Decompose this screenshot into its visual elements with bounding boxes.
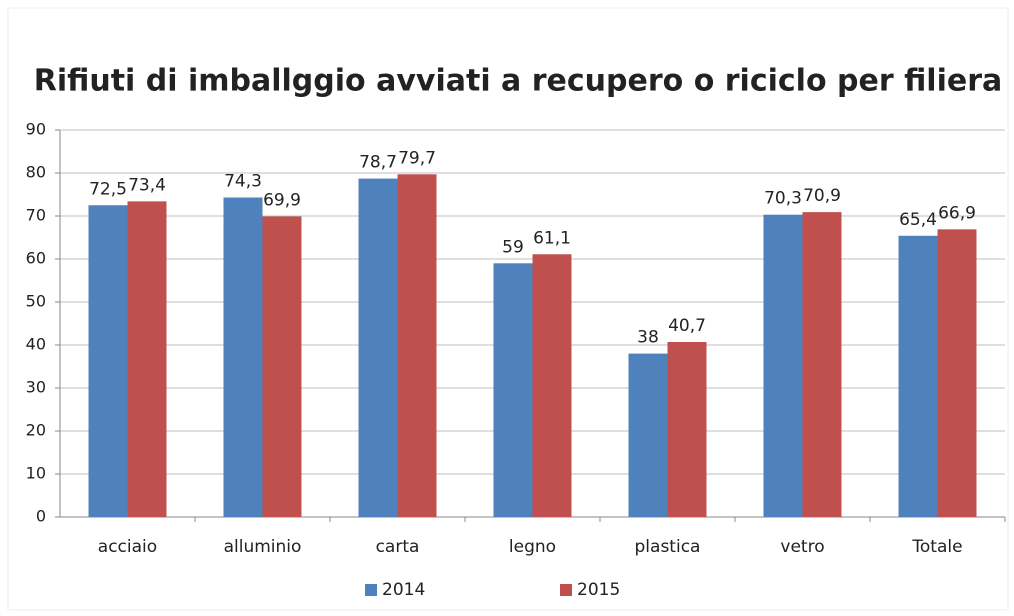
x-tick-label: carta	[376, 537, 420, 557]
data-label: 40,7	[668, 316, 706, 336]
bar	[802, 212, 842, 517]
data-label: 70,3	[764, 189, 802, 209]
bar	[763, 214, 803, 517]
y-tick-label: 90	[26, 120, 46, 139]
bar	[532, 254, 572, 517]
x-tick-label: acciaio	[98, 537, 157, 557]
data-label: 70,9	[803, 186, 841, 206]
y-tick-label: 70	[26, 206, 46, 225]
y-tick-label: 80	[26, 163, 46, 182]
data-label: 61,1	[533, 228, 571, 248]
data-label: 73,4	[128, 175, 166, 195]
x-tick-label: vetro	[780, 537, 824, 557]
y-tick-label: 50	[26, 292, 46, 311]
data-label: 78,7	[359, 153, 397, 173]
y-tick-label: 30	[26, 378, 46, 397]
bar	[127, 201, 167, 517]
bar	[898, 235, 938, 517]
legend-label: 2014	[382, 580, 425, 600]
data-label: 69,9	[263, 190, 301, 210]
y-tick-label: 20	[26, 421, 46, 440]
legend-swatch	[365, 584, 377, 596]
legend-swatch	[560, 584, 572, 596]
data-label: 74,3	[224, 172, 262, 192]
bar	[223, 197, 263, 517]
chart-title: Rifiuti di imballggio avviati a recupero…	[34, 64, 1003, 99]
y-tick-label: 60	[26, 249, 46, 268]
y-tick-label: 10	[26, 464, 46, 483]
y-tick-label: 40	[26, 335, 46, 354]
data-label: 65,4	[899, 210, 937, 230]
data-label: 79,7	[398, 148, 436, 168]
data-label: 38	[637, 328, 659, 348]
x-tick-label: legno	[509, 537, 556, 557]
x-tick-label: plastica	[635, 537, 701, 557]
data-label: 59	[502, 237, 524, 257]
legend-label: 2015	[577, 580, 620, 600]
bar	[493, 263, 533, 517]
bar	[667, 341, 707, 517]
data-label: 72,5	[89, 179, 127, 199]
bar	[937, 229, 977, 517]
x-tick-label: alluminio	[224, 537, 302, 557]
bar	[628, 353, 668, 517]
bar	[262, 216, 302, 517]
x-tick-label: Totale	[911, 537, 962, 557]
bar	[88, 205, 128, 517]
data-label: 66,9	[938, 203, 976, 223]
y-tick-label: 0	[36, 507, 46, 526]
bar	[397, 174, 437, 518]
bar	[358, 178, 398, 517]
